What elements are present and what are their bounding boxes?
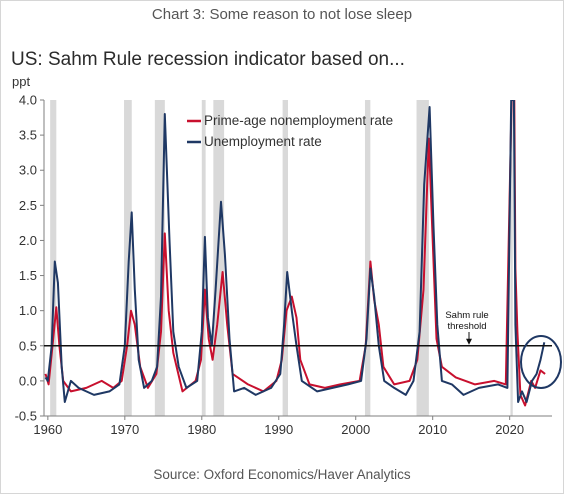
y-tick-label: 2.5 bbox=[19, 198, 37, 213]
y-tick-label: 3.5 bbox=[19, 128, 37, 143]
legend-label-2: Unemployment rate bbox=[204, 134, 322, 149]
chart-title: US: Sahm Rule recession indicator based … bbox=[11, 49, 405, 70]
recession-band bbox=[154, 100, 165, 416]
threshold-label-line-1: Sahm rule bbox=[445, 310, 488, 321]
x-tick-label: 1970 bbox=[110, 422, 139, 437]
x-tick-label: 2020 bbox=[495, 422, 524, 437]
y-tick-label: 2.0 bbox=[19, 233, 37, 248]
y-tick-label: 1.0 bbox=[19, 303, 37, 318]
recession-band bbox=[50, 100, 57, 416]
x-tick-label: 2000 bbox=[341, 422, 370, 437]
y-tick-label: 0.5 bbox=[19, 338, 37, 353]
chart-caption: Chart 3: Some reason to not lose sleep bbox=[151, 6, 413, 23]
y-tick-label: 4.0 bbox=[19, 93, 37, 108]
x-tick-label: 1990 bbox=[264, 422, 293, 437]
highlight-circle bbox=[520, 335, 562, 389]
y-axis-unit-label: ppt bbox=[12, 74, 30, 89]
threshold-arrow-head bbox=[466, 338, 472, 345]
y-tick-label: 1.5 bbox=[19, 268, 37, 283]
recession-band bbox=[124, 100, 132, 416]
legend-label-1: Prime-age nonemployment rate bbox=[204, 113, 393, 128]
recession-band bbox=[282, 100, 288, 416]
recession-band bbox=[364, 100, 371, 416]
threshold-label-line-2: threshold bbox=[447, 321, 486, 332]
source-note: Source: Oxford Economics/Haver Analytics bbox=[153, 467, 411, 482]
y-tick-label: -0.5 bbox=[15, 409, 37, 424]
x-tick-label: 1960 bbox=[33, 422, 62, 437]
recession-band bbox=[510, 100, 513, 416]
series-line-2 bbox=[44, 100, 546, 403]
y-tick-label: 0.0 bbox=[19, 373, 37, 388]
recession-band bbox=[213, 100, 225, 416]
y-tick-label: 3.0 bbox=[19, 163, 37, 178]
x-tick-label: 2010 bbox=[418, 422, 447, 437]
x-tick-label: 1980 bbox=[187, 422, 216, 437]
